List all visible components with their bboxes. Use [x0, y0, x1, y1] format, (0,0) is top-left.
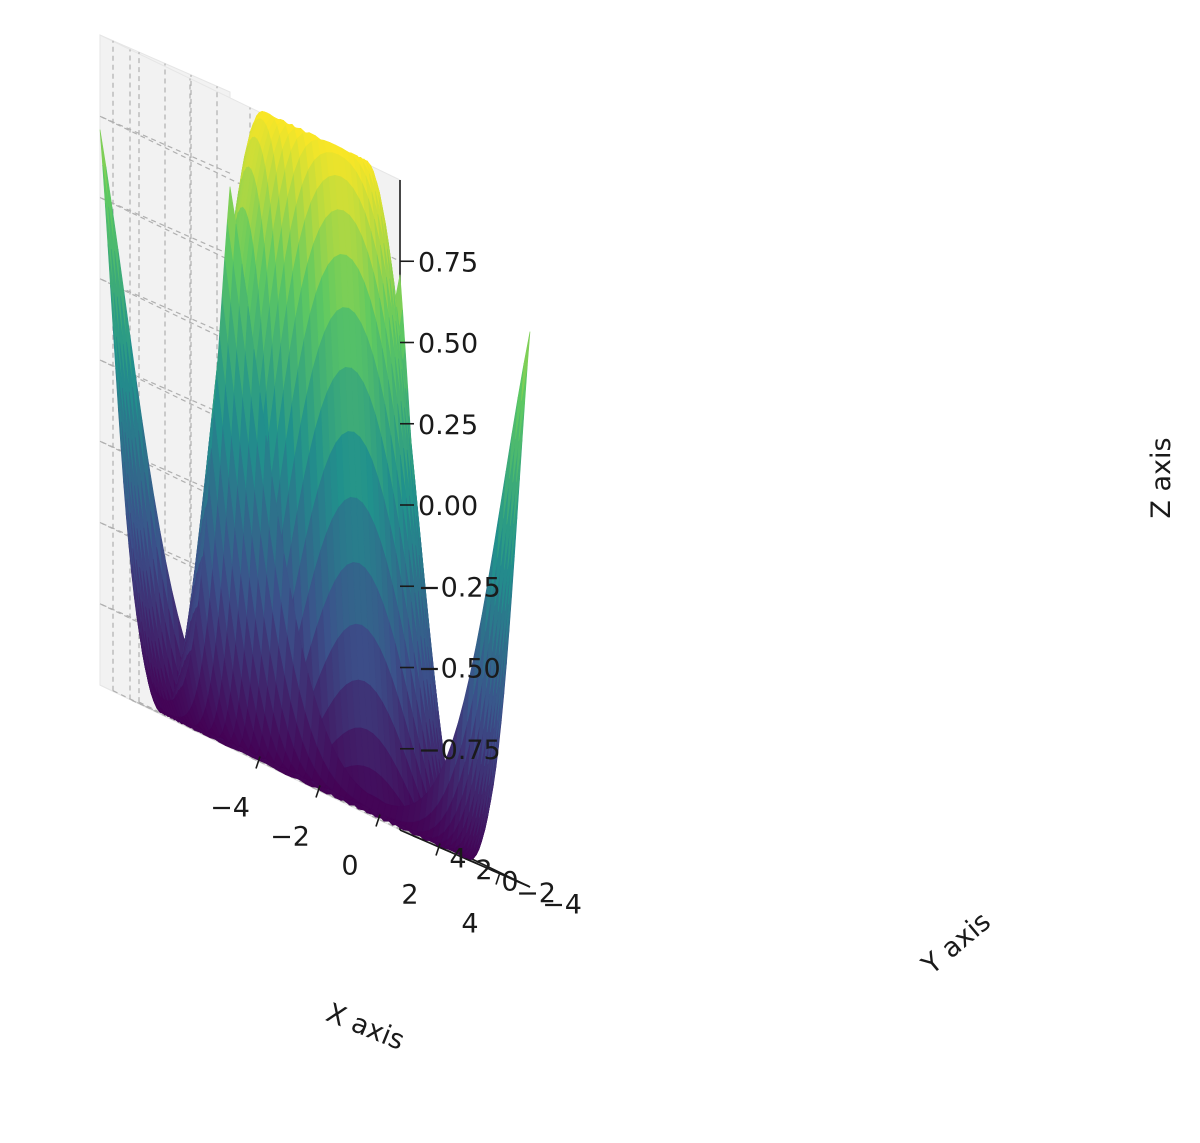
x-tick-mark — [255, 756, 261, 769]
x-tick-label: 4 — [461, 909, 478, 940]
x-tick-mark — [375, 814, 381, 827]
y-tick-label: 4 — [449, 844, 466, 875]
z-grid-wall — [99, 603, 231, 662]
z-tick-label: 0.00 — [418, 491, 478, 522]
y-axis-label: Y axis — [915, 906, 996, 981]
y-tick-mark — [464, 857, 478, 865]
y-tick-label: 2 — [475, 855, 492, 886]
y-tick-mark — [516, 880, 530, 888]
surface-mesh — [99, 110, 531, 861]
z-tick-label: 0.50 — [418, 329, 478, 360]
y-tick-label: 0 — [501, 867, 518, 898]
z-tick-label: −0.75 — [418, 735, 501, 766]
y-tick-mark — [438, 846, 452, 853]
z-tick-label: 0.75 — [418, 247, 478, 278]
z-axis-label: Z axis — [1146, 437, 1177, 518]
y-tick-label: −2 — [516, 878, 556, 909]
x-tick-mark — [435, 843, 441, 856]
z-grid-wall — [99, 115, 231, 174]
surface-cell — [521, 331, 531, 401]
y-tick-label: −4 — [542, 889, 582, 920]
z-tick-label: 0.25 — [418, 410, 478, 441]
x-tick-mark — [495, 872, 501, 885]
x-tick-label: 2 — [401, 880, 418, 911]
z-tick-label: −0.50 — [418, 654, 501, 685]
y-tick-mark — [490, 869, 504, 876]
tick-labels: −4−2024−4−2024−0.75−0.50−0.250.000.250.5… — [210, 247, 582, 939]
x-grid-floor — [129, 698, 261, 758]
x-tick-label: 0 — [341, 851, 358, 882]
x-tick-label: −4 — [210, 793, 250, 824]
x-tick-mark — [315, 785, 321, 798]
y-tick-mark — [412, 834, 426, 842]
x-tick-label: −2 — [270, 822, 310, 853]
z-grid-wall — [99, 521, 231, 581]
y-grid-floor — [112, 690, 414, 837]
x-axis-label: X axis — [322, 998, 409, 1057]
x-grid-floor — [309, 785, 441, 845]
z-tick-label: −0.25 — [418, 572, 501, 603]
z-grid-wall — [99, 196, 231, 256]
